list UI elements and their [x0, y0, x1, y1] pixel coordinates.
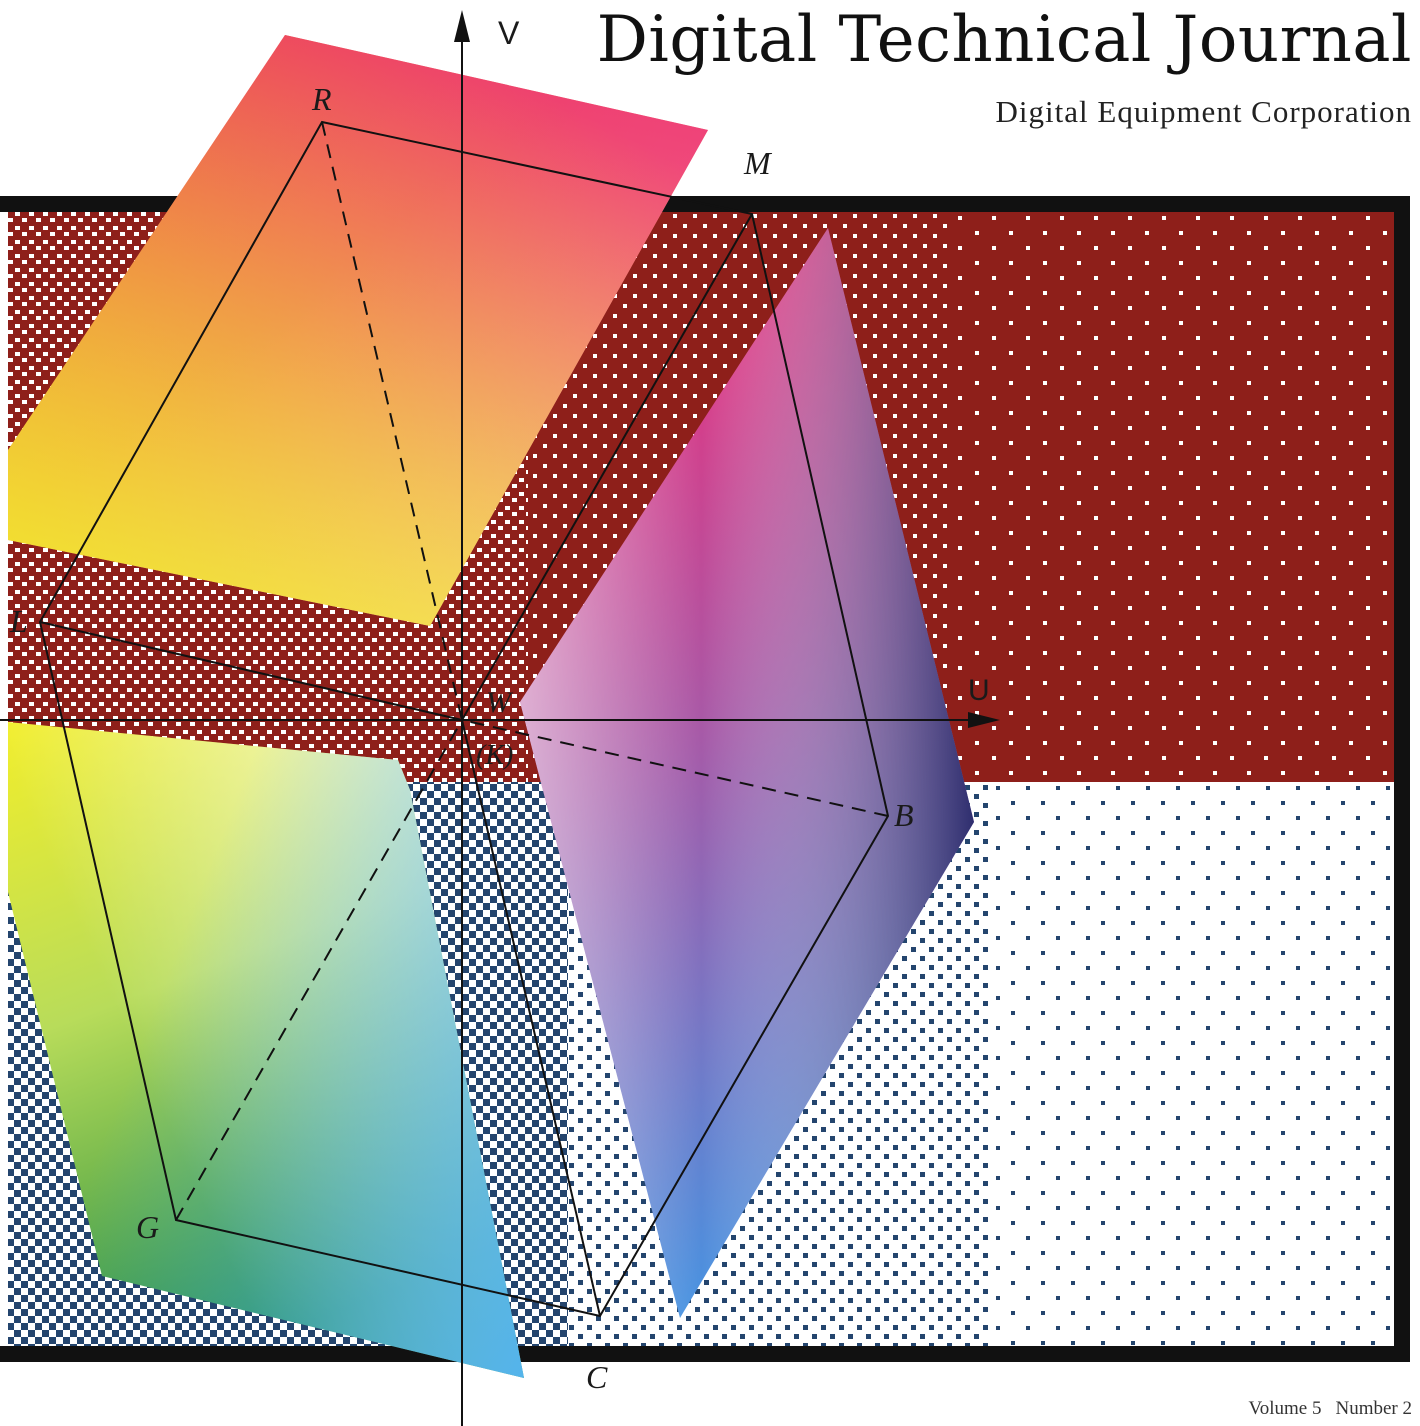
- top-color-plane: [8, 35, 708, 626]
- vertex-label-black: (K): [476, 740, 513, 771]
- v-axis-label: V: [498, 15, 520, 51]
- vertex-label-green: G: [136, 1209, 159, 1245]
- vertex-label-magenta: M: [743, 145, 773, 181]
- horizontal-axis-arrow-icon: [968, 712, 1000, 728]
- vertex-label-blue: B: [894, 797, 914, 833]
- vertex-label-white: W: [486, 686, 514, 719]
- right-color-plane: [520, 228, 974, 1318]
- hidden-edges: [175, 121, 889, 1221]
- journal-title: Digital Technical Journal: [596, 3, 1412, 77]
- u-axis-label: U: [968, 674, 990, 707]
- vertex-label-red: R: [311, 81, 332, 117]
- number-label: Number 2: [1335, 1398, 1412, 1419]
- left-color-plane: [8, 722, 524, 1378]
- publisher-name: Digital Equipment Corporation: [995, 94, 1412, 129]
- vertical-axis-arrow-icon: [454, 10, 470, 42]
- vertex-label-cyan: C: [586, 1359, 608, 1395]
- axes: [0, 28, 978, 1426]
- issue-info: Volume 5 Number 2: [1100, 1396, 1412, 1422]
- color-solid-outline: [38, 120, 890, 1318]
- vertex-label-yellow: L: [9, 603, 28, 639]
- volume-label: Volume 5: [1248, 1398, 1322, 1419]
